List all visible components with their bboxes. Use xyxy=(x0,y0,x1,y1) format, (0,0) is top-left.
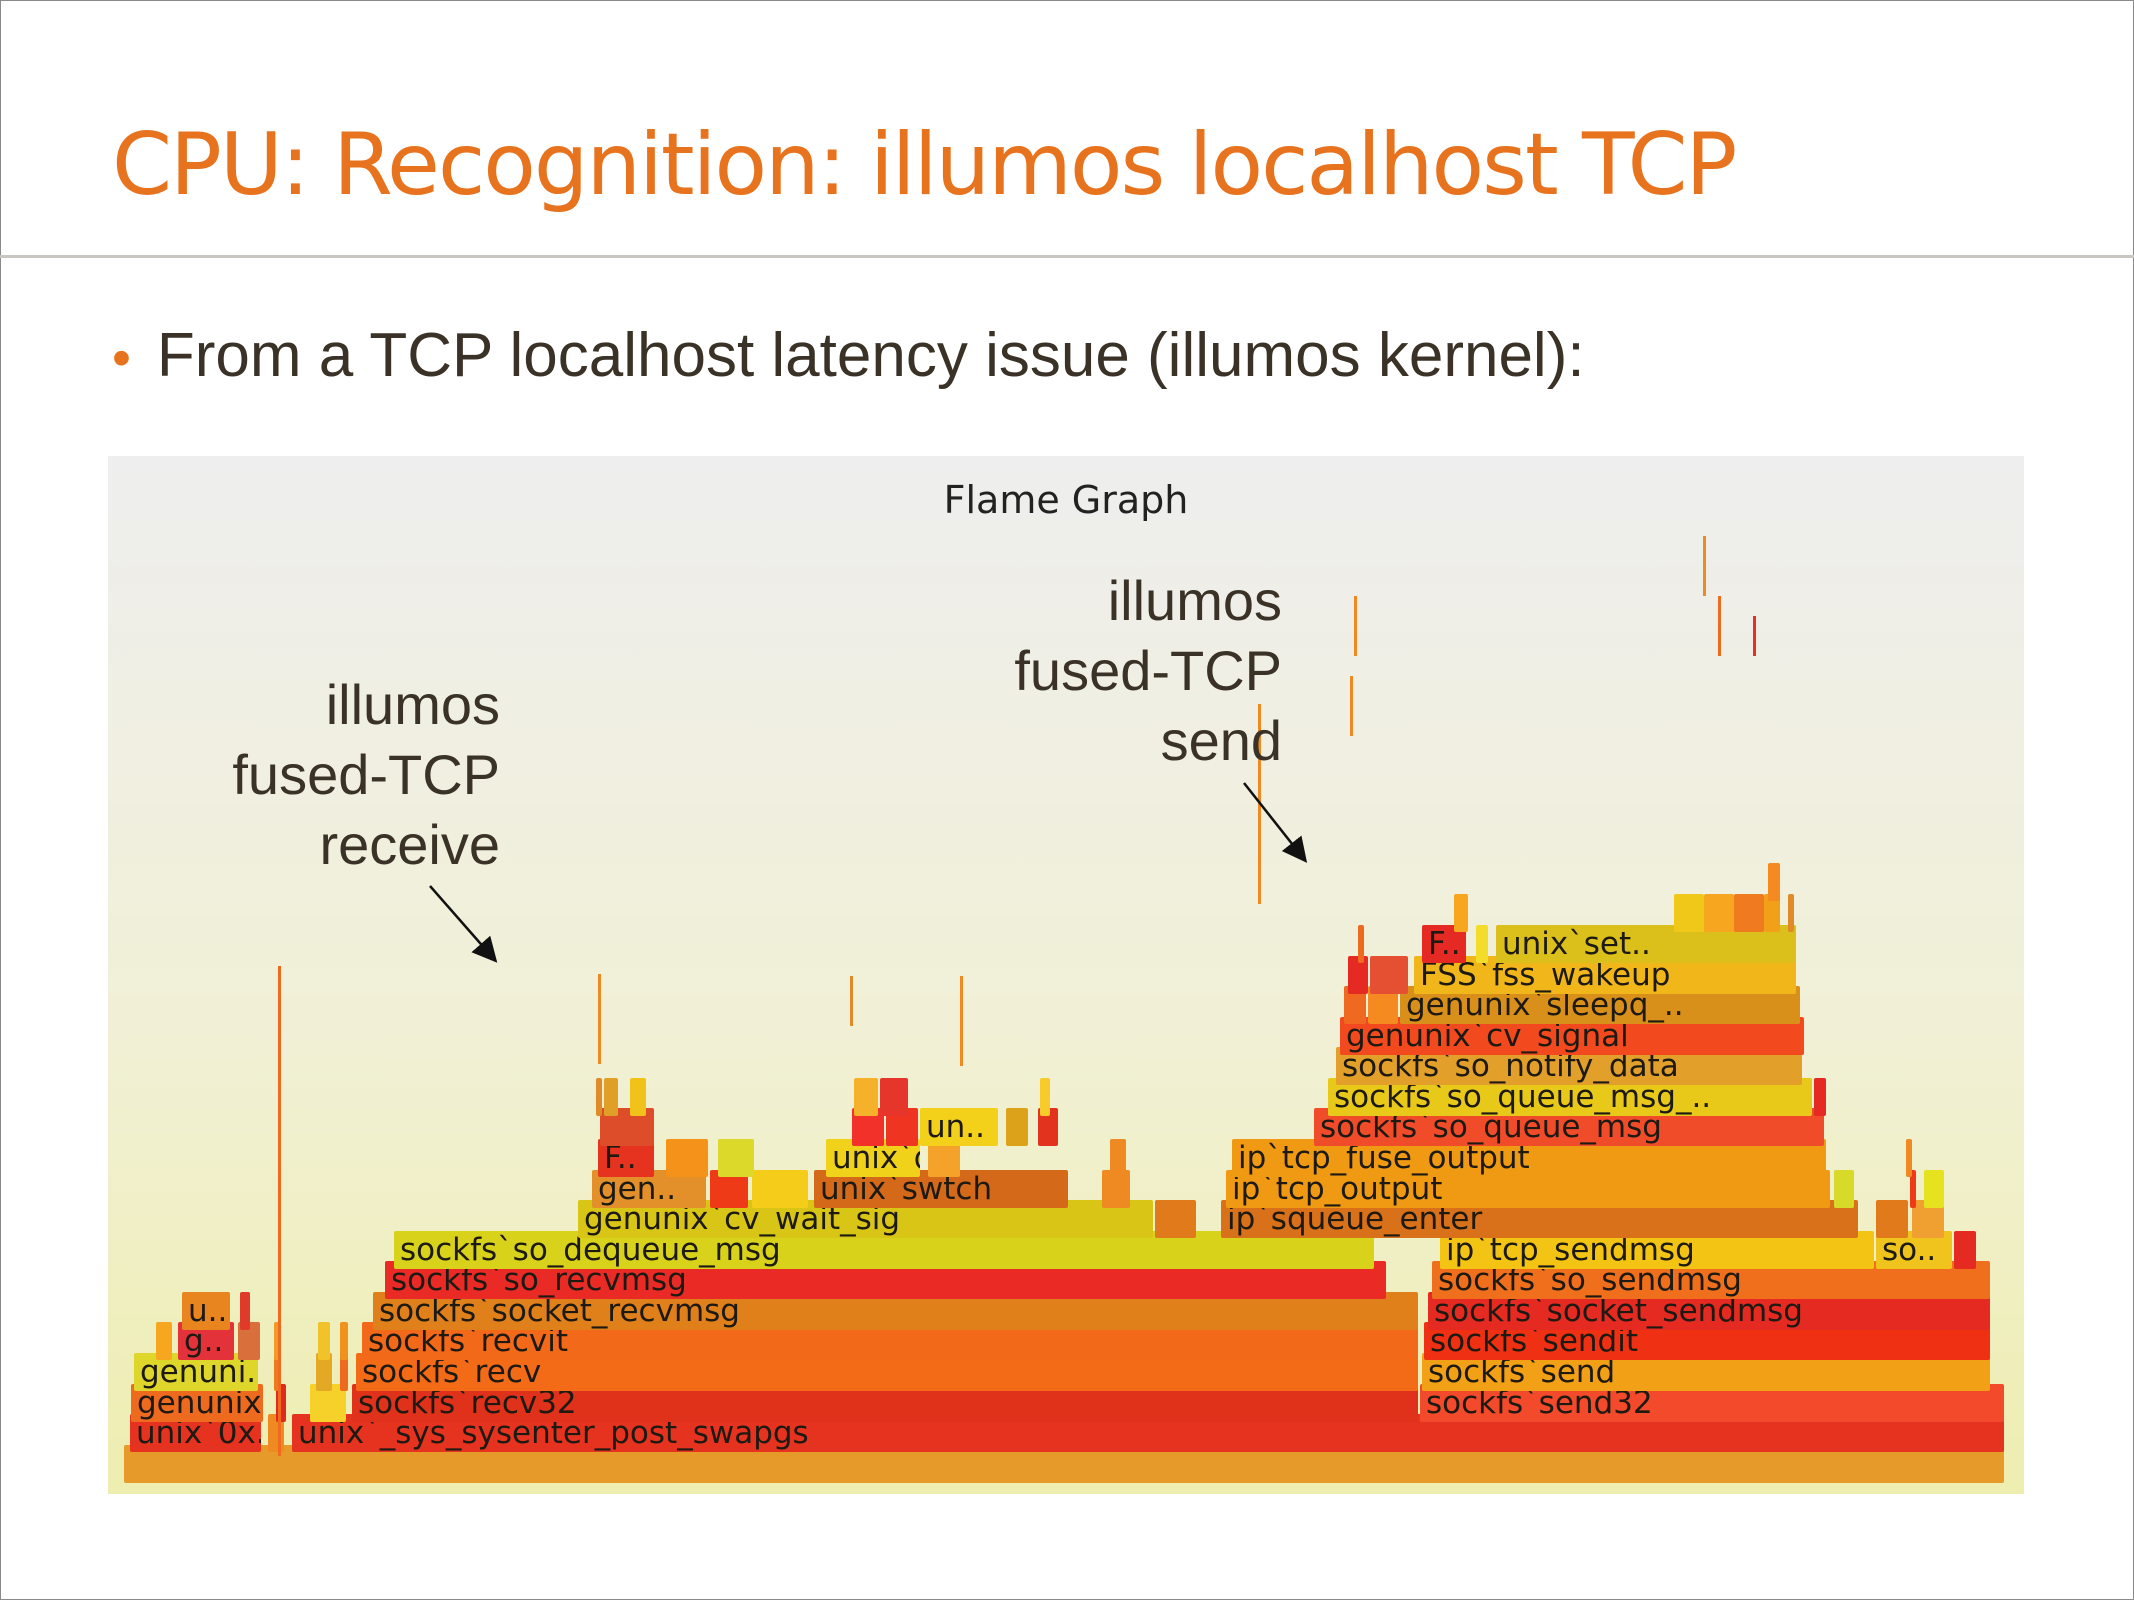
flame-frame-unlabeled[interactable] xyxy=(1155,1200,1196,1238)
bullet-text: From a TCP localhost latency issue (illu… xyxy=(156,321,1585,390)
flame-frame-unlabeled[interactable] xyxy=(1924,1170,1944,1208)
flame-frame[interactable]: sockfs`socket_sendmsg xyxy=(1428,1292,1990,1330)
flame-frame-unlabeled[interactable] xyxy=(1038,1108,1058,1146)
flame-frame-unlabeled[interactable] xyxy=(604,1078,618,1116)
flame-frame-unlabeled[interactable] xyxy=(1834,1170,1854,1208)
annotation-send: illumos fused-TCP send xyxy=(1014,569,1282,772)
flame-graph-frames: unix`0x..unix`_sys_sysenter_post_swapgsg… xyxy=(108,456,2024,1494)
flame-frame-unlabeled[interactable] xyxy=(340,1322,348,1360)
flame-frame-unlabeled[interactable] xyxy=(1704,894,1734,932)
flame-frame[interactable]: u.. xyxy=(182,1292,230,1330)
flame-frame-unlabeled[interactable] xyxy=(1476,925,1488,963)
flame-frame-unlabeled[interactable] xyxy=(1674,894,1704,932)
slide-title: CPU: Recognition: illumos localhost TCP xyxy=(112,115,1737,215)
flame-frame-unlabeled[interactable] xyxy=(318,1322,330,1360)
flame-frame-unlabeled[interactable] xyxy=(1110,1139,1126,1177)
flame-sliver xyxy=(850,976,853,1026)
flame-sliver xyxy=(1703,536,1706,596)
flame-frame-unlabeled[interactable] xyxy=(1764,894,1780,932)
flame-frame-unlabeled[interactable] xyxy=(1358,925,1364,963)
flame-frame-unlabeled[interactable] xyxy=(1910,1170,1916,1208)
flame-frame-unlabeled[interactable] xyxy=(1814,1078,1826,1116)
flame-frame-unlabeled[interactable] xyxy=(1768,863,1780,901)
flame-frame-unlabeled[interactable] xyxy=(1734,894,1764,932)
flame-frame-unlabeled[interactable] xyxy=(854,1078,878,1116)
flame-frame-unlabeled[interactable] xyxy=(156,1322,172,1360)
flame-frame-unlabeled[interactable] xyxy=(316,1353,332,1391)
flame-frame-unlabeled[interactable] xyxy=(1906,1139,1912,1177)
flame-frame-unlabeled[interactable] xyxy=(1006,1108,1028,1146)
flame-graph-title: Flame Graph xyxy=(943,478,1189,522)
flame-frame-unlabeled[interactable] xyxy=(1788,894,1794,932)
flame-frame-unlabeled[interactable] xyxy=(1454,894,1468,932)
flame-sliver xyxy=(1354,596,1357,656)
flame-frame-unlabeled[interactable] xyxy=(752,1170,808,1208)
flame-frame-unlabeled[interactable] xyxy=(630,1078,646,1116)
flame-frame-unlabeled[interactable] xyxy=(1954,1231,1976,1269)
title-divider xyxy=(0,255,2134,258)
flame-sliver xyxy=(960,976,963,1066)
flame-frame-unlabeled[interactable] xyxy=(276,1384,286,1422)
annotation-receive: illumos fused-TCP receive xyxy=(232,673,500,876)
flame-sliver xyxy=(1753,616,1756,656)
flame-frame-unlabeled[interactable] xyxy=(1348,956,1368,994)
flame-frame-unlabeled[interactable] xyxy=(1040,1078,1050,1116)
flame-frame-unlabeled[interactable] xyxy=(718,1139,754,1177)
bullet-item: • From a TCP localhost latency issue (ill… xyxy=(112,320,1585,391)
flame-frame-unlabeled[interactable] xyxy=(274,1353,280,1391)
annotation-arrows xyxy=(429,782,1308,963)
flame-frame-unlabeled[interactable] xyxy=(1370,956,1408,994)
flame-frame-unlabeled[interactable] xyxy=(340,1353,348,1391)
bullet-icon: • xyxy=(112,328,131,388)
flame-frame[interactable]: un.. xyxy=(920,1108,998,1146)
flame-frame-unlabeled[interactable] xyxy=(1344,986,1366,1024)
flame-frame[interactable]: genuni.. xyxy=(134,1353,258,1391)
flame-frame[interactable]: sockfs`so_dequeue_msg xyxy=(394,1231,1374,1269)
flame-frame-unlabeled[interactable] xyxy=(880,1078,908,1116)
flame-frame-unlabeled[interactable] xyxy=(666,1139,708,1177)
flame-frame-unlabeled[interactable] xyxy=(240,1292,250,1330)
flame-sliver xyxy=(1350,676,1353,736)
flame-sliver xyxy=(1718,596,1721,656)
flame-graph: Flame Graph unix`0x..unix`_sys_sysenter_… xyxy=(108,456,2024,1494)
arrow-send xyxy=(1243,782,1308,863)
arrow-receive xyxy=(429,885,498,963)
flame-sliver xyxy=(278,966,281,1456)
flame-frame-unlabeled[interactable] xyxy=(1876,1200,1908,1238)
flame-frame-unlabeled[interactable] xyxy=(274,1322,280,1360)
flame-sliver xyxy=(598,974,601,1064)
flame-frame-unlabeled[interactable] xyxy=(596,1078,602,1116)
flame-frame-unlabeled[interactable] xyxy=(238,1322,260,1360)
flame-frame[interactable]: ip`tcp_fuse_output xyxy=(1232,1139,1826,1177)
